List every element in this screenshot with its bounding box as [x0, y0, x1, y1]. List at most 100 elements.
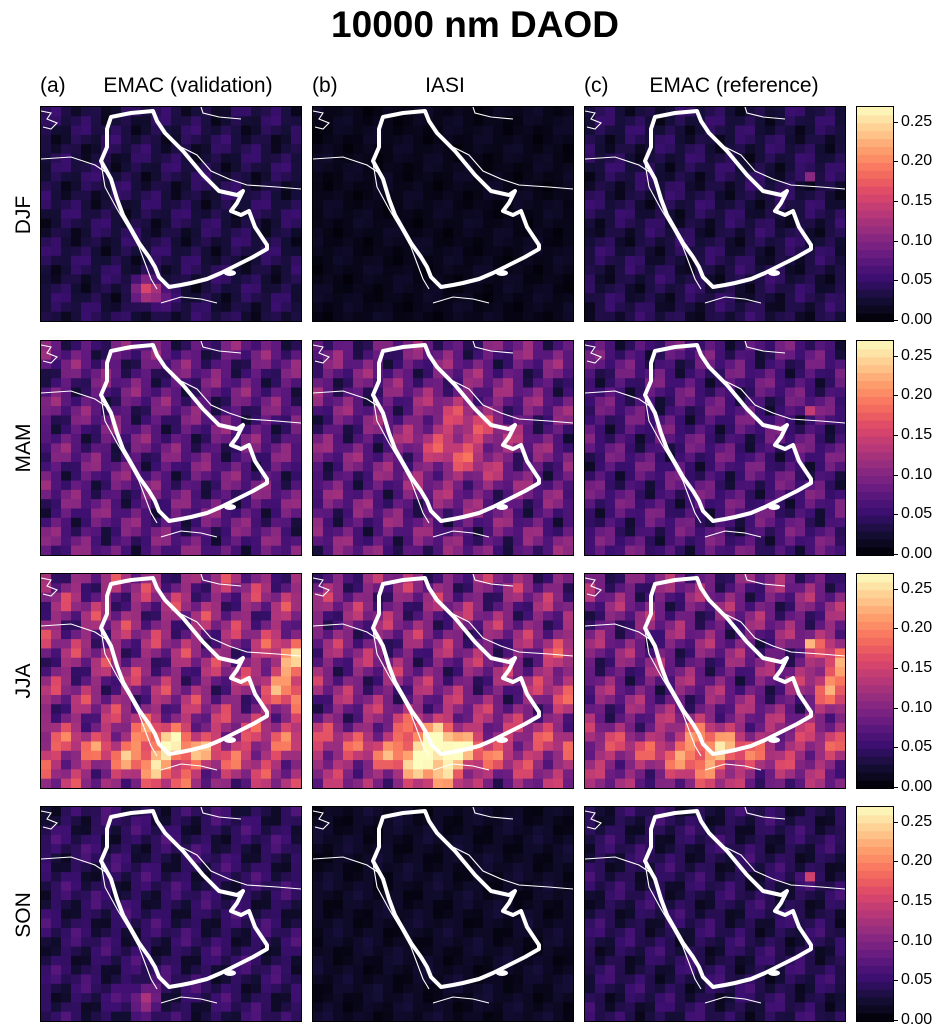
heatmap-cell — [543, 350, 554, 360]
heatmap-cell — [141, 227, 152, 238]
heatmap-cell — [645, 237, 656, 247]
heatmap-cell — [775, 181, 786, 192]
heatmap-cell — [41, 134, 52, 145]
heatmap-cell — [635, 350, 646, 360]
heatmap-cell — [161, 574, 172, 584]
heatmap-cell — [211, 461, 222, 472]
heatmap-cell — [251, 611, 262, 621]
heatmap-cell — [71, 116, 82, 126]
heatmap-cell — [795, 172, 806, 182]
heatmap-cell — [463, 265, 474, 275]
heatmap-cell — [191, 601, 202, 612]
heatmap-cell — [805, 434, 816, 444]
heatmap-cell — [615, 237, 626, 247]
row-label-son: SON — [12, 892, 35, 938]
heatmap-cell — [241, 227, 252, 238]
heatmap-cell — [745, 283, 756, 294]
colorbar-tick-mark — [893, 356, 898, 357]
heatmap-cell — [563, 694, 573, 705]
heatmap-cell — [51, 694, 62, 705]
heatmap-cell — [373, 265, 384, 275]
heatmap-cell — [533, 583, 544, 593]
heatmap-cell — [785, 499, 796, 509]
heatmap-cell — [241, 452, 252, 463]
heatmap-cell — [81, 274, 92, 285]
heatmap-cell — [61, 536, 72, 547]
heatmap-cell — [201, 237, 212, 247]
heatmap-cell — [725, 274, 736, 285]
heatmap-cell — [825, 471, 836, 481]
heatmap-cell — [211, 592, 222, 603]
heatmap-cell — [291, 387, 301, 398]
heatmap-cell — [393, 368, 404, 379]
heatmap-cell — [745, 107, 756, 117]
heatmap-cell — [815, 181, 826, 192]
heatmap-cell — [403, 255, 414, 266]
heatmap-cell — [805, 545, 816, 555]
heatmap-cell — [281, 611, 292, 621]
heatmap-cell — [615, 162, 626, 173]
heatmap-cell — [825, 452, 836, 463]
heatmap-cell — [323, 311, 334, 321]
heatmap-cell — [211, 162, 222, 173]
heatmap-cell — [825, 293, 836, 303]
heatmap-cell — [635, 480, 646, 491]
heatmap-cell — [543, 181, 554, 192]
colorbar-band — [857, 170, 893, 179]
heatmap-cell — [645, 415, 656, 426]
heatmap-cell — [543, 592, 554, 603]
heatmap-cell — [563, 648, 573, 659]
heatmap-cell — [141, 255, 152, 266]
heatmap-cell — [493, 283, 504, 294]
heatmap-cell — [815, 424, 826, 435]
heatmap-cell — [373, 722, 384, 733]
heatmap-cell — [795, 368, 806, 379]
heatmap-cell — [201, 134, 212, 145]
heatmap-cell — [91, 162, 102, 173]
heatmap-cell — [413, 209, 424, 220]
heatmap-cell — [41, 181, 52, 192]
heatmap-cell — [81, 592, 92, 603]
heatmap-cell — [513, 461, 524, 472]
heatmap-cell — [735, 293, 746, 303]
heatmap-cell — [533, 153, 544, 164]
heatmap-cell — [51, 592, 62, 603]
heatmap-cell — [595, 144, 606, 154]
heatmap-cell — [645, 517, 656, 528]
heatmap-cell — [81, 265, 92, 275]
heatmap-cell — [775, 274, 786, 285]
heatmap-cell — [553, 125, 564, 136]
heatmap-cell — [251, 368, 262, 379]
heatmap-cell — [695, 293, 706, 303]
heatmap-cell — [291, 750, 301, 761]
heatmap-cell — [291, 471, 301, 481]
heatmap-cell — [201, 246, 212, 257]
heatmap-cell — [151, 452, 162, 463]
heatmap-cell — [261, 499, 272, 509]
heatmap-cell — [493, 218, 504, 229]
heatmap-cell — [111, 611, 122, 621]
heatmap-cell — [805, 461, 816, 472]
heatmap-cell — [463, 676, 474, 687]
heatmap-cell — [241, 172, 252, 182]
heatmap-cell — [745, 162, 756, 173]
heatmap-cell — [343, 741, 354, 752]
heatmap-cell — [765, 536, 776, 547]
heatmap-cell — [463, 574, 474, 584]
heatmap-cell — [655, 387, 666, 398]
heatmap-cell — [533, 144, 544, 154]
heatmap-cell — [523, 144, 534, 154]
heatmap-cell — [181, 218, 192, 229]
heatmap-cell — [533, 452, 544, 463]
heatmap-cell — [221, 452, 232, 463]
heatmap-cell — [231, 527, 242, 537]
heatmap-cell — [281, 517, 292, 528]
heatmap-cell — [231, 265, 242, 275]
heatmap-cell — [353, 694, 364, 705]
heatmap-cell — [665, 172, 676, 182]
heatmap-cell — [543, 274, 554, 285]
heatmap-cell — [221, 134, 232, 145]
heatmap-cell — [493, 406, 504, 416]
heatmap-cell — [835, 209, 845, 220]
heatmap-cell — [503, 499, 514, 509]
